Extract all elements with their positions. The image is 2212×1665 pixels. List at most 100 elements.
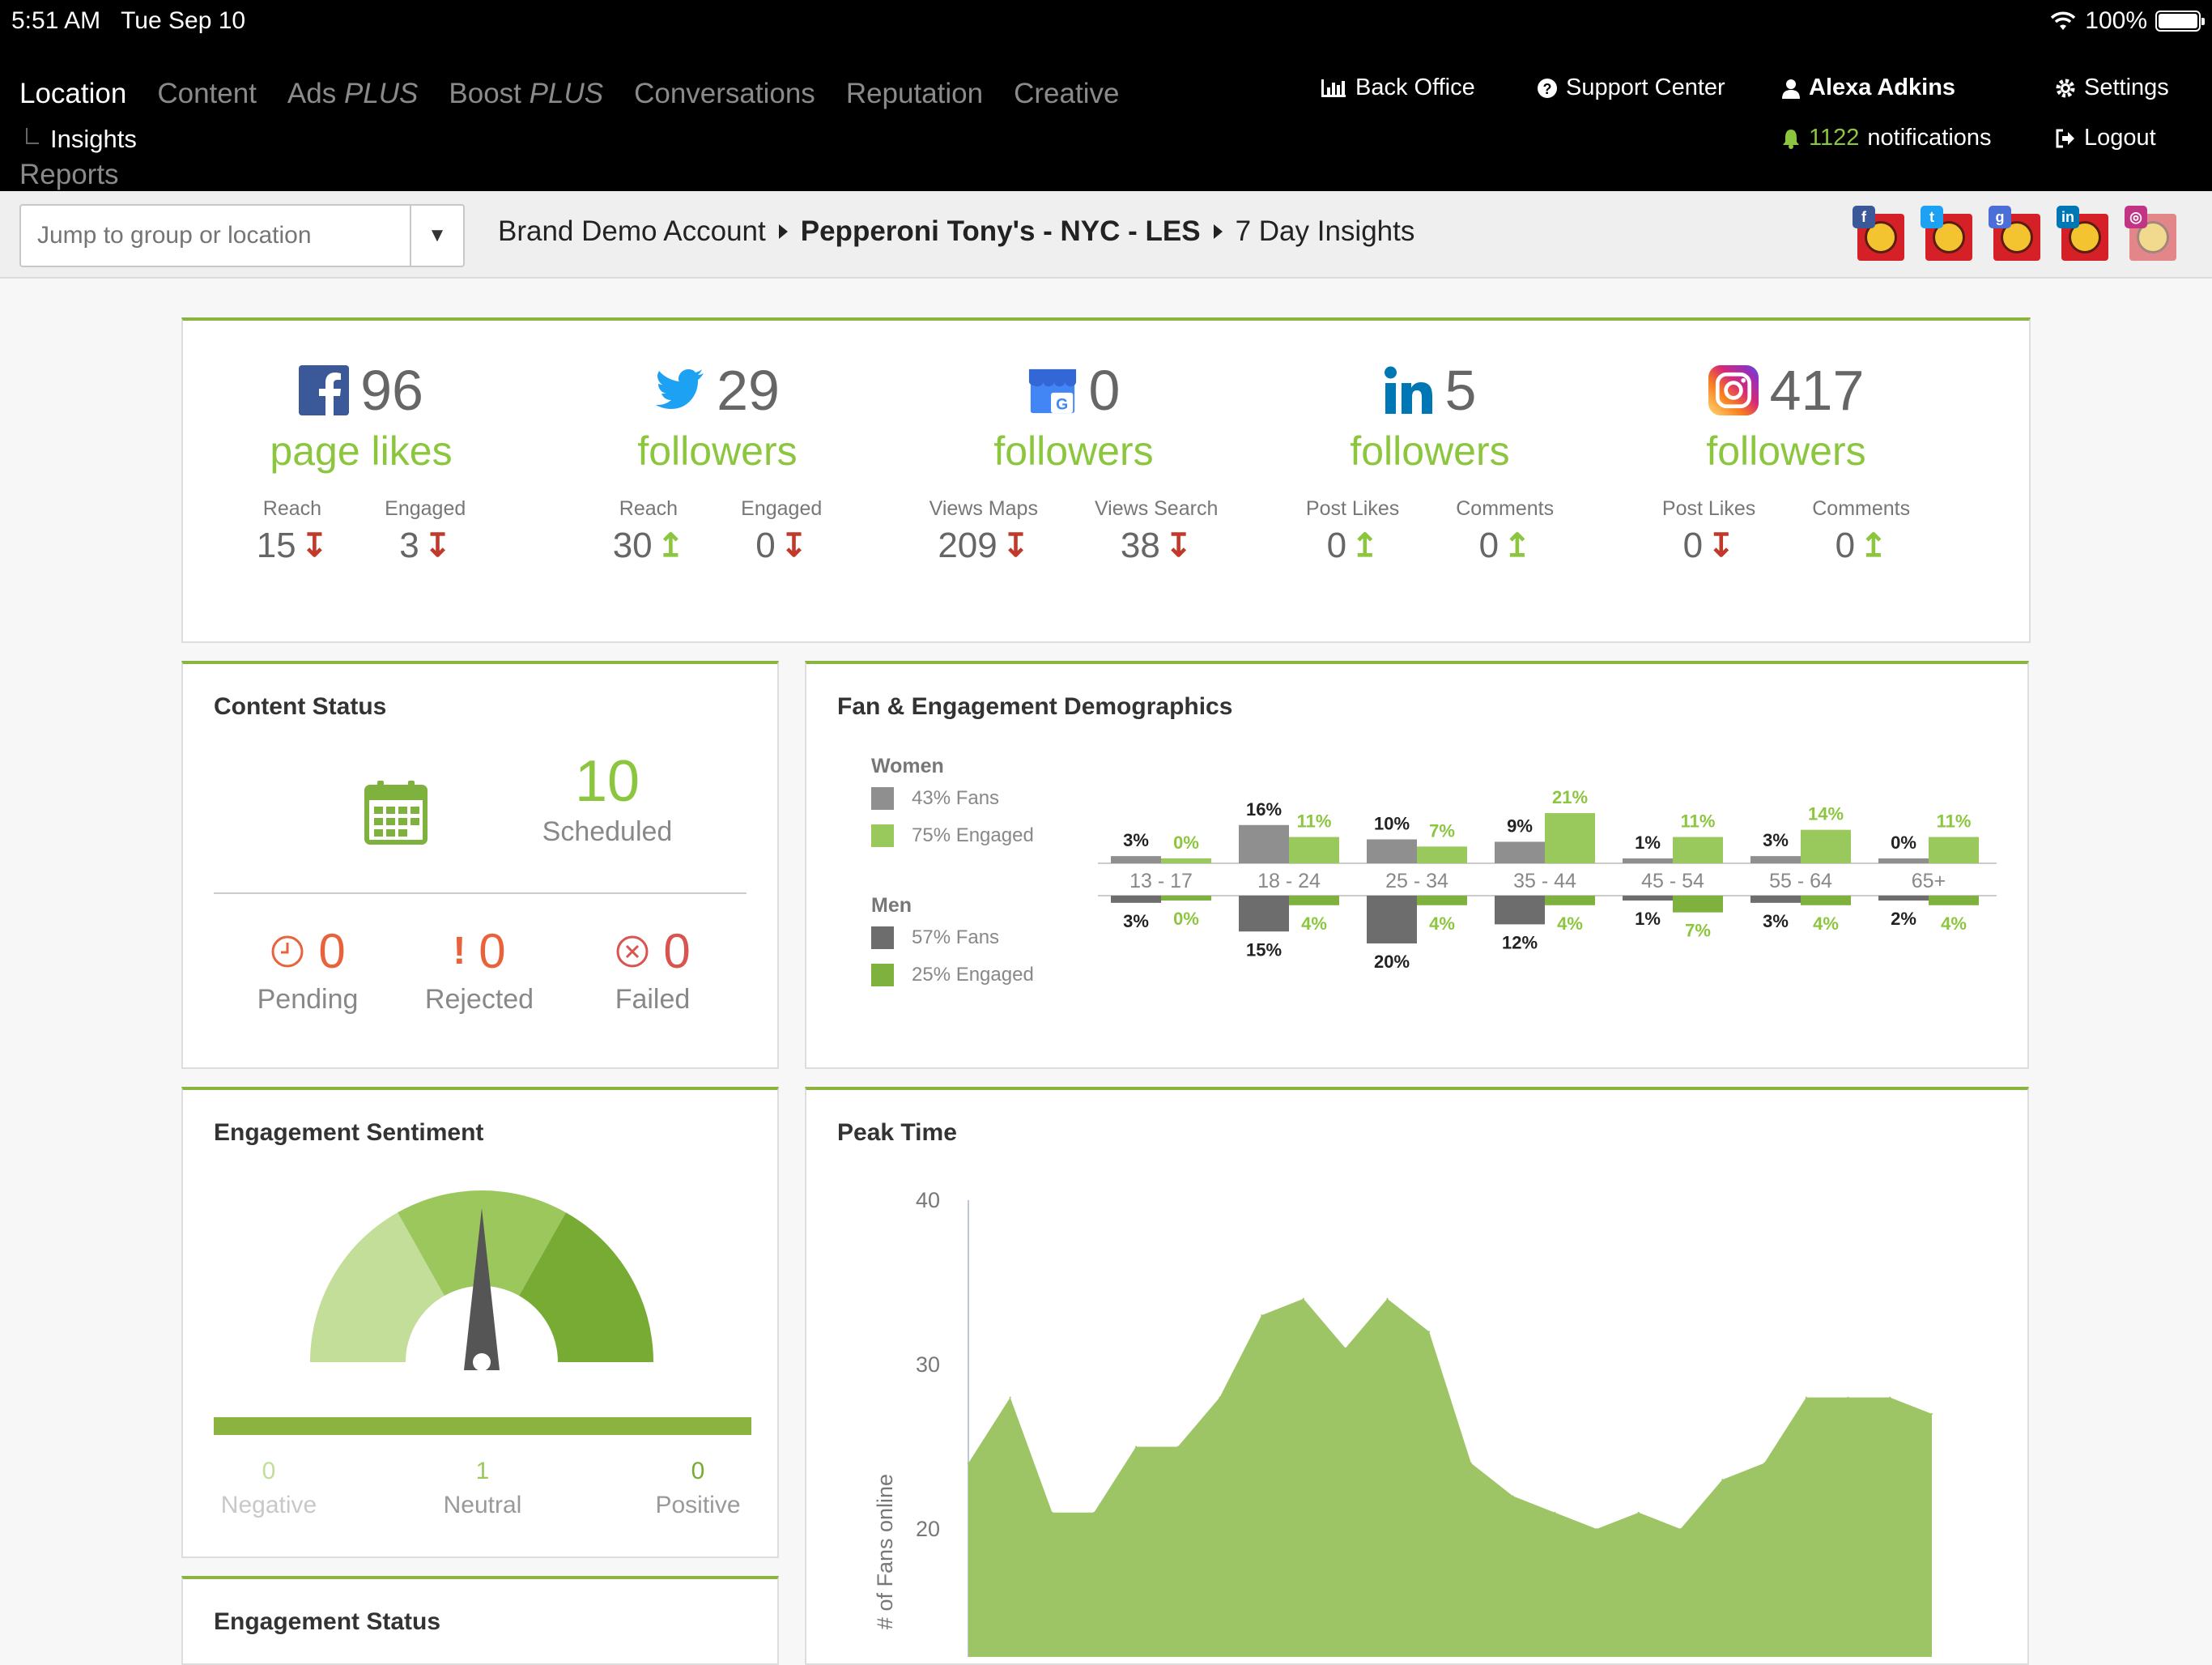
gear-icon	[2056, 79, 2075, 97]
nav-ads[interactable]: Ads PLUS	[287, 78, 419, 109]
instagram-count: 417	[1769, 359, 1865, 422]
bar-women-fans	[1367, 839, 1417, 863]
facebook-account-avatar[interactable]: f	[1853, 206, 1904, 261]
rejected-stat: ! 0 Rejected	[424, 924, 534, 1015]
peak-time-title: Peak Time	[837, 1119, 957, 1146]
twitter-stats: 29 followers Reach 30 ↥ Engaged 0 ↧	[539, 321, 895, 566]
google-account-avatar[interactable]: g	[1989, 206, 2040, 261]
engagement-sentiment-card: Engagement Sentiment 0 Negative 1 Neutra…	[181, 1087, 779, 1558]
negative-stat: 0 Negative	[220, 1458, 317, 1518]
notifications-count: 1122	[1809, 125, 1860, 151]
instagram-icon	[1708, 365, 1759, 415]
linkedin-stats: 5 followers Post Likes 0 ↥ Comments 0 ↥	[1252, 321, 1608, 566]
data-label: 3%	[1763, 911, 1789, 931]
bar-women-engaged	[1161, 858, 1211, 863]
top-navigation: Location Content Ads PLUS Boost PLUS Con…	[0, 42, 2212, 191]
arrow-down-icon: ↧	[1708, 528, 1735, 564]
legend-swatch	[871, 824, 894, 847]
arrow-up-icon: ↥	[1351, 528, 1379, 564]
nav-creative[interactable]: Creative	[1014, 78, 1120, 109]
demographics-card: Fan & Engagement Demographics Women 43% …	[805, 661, 2029, 1069]
bar-women-fans	[1495, 841, 1545, 863]
category-label: 13 - 17	[1129, 870, 1193, 892]
twitter-badge-icon: t	[1921, 206, 1943, 228]
bar-men-engaged	[1417, 896, 1467, 905]
category-label: 25 - 34	[1385, 870, 1448, 892]
data-point	[1219, 1396, 1221, 1399]
user-menu[interactable]: Alexa Adkins	[1781, 75, 1955, 101]
linkedin-comments: Comments 0 ↥	[1456, 497, 1555, 565]
data-point	[1805, 1396, 1807, 1399]
data-label: 0%	[1891, 832, 1916, 853]
nav-location[interactable]: Location	[19, 78, 127, 109]
peak-time-chart: 20 30 40 # of Fans online	[873, 1188, 1933, 1657]
y-tick-label: 30	[916, 1352, 940, 1377]
subnav-insights-label: Insights	[50, 125, 137, 153]
data-label: 14%	[1808, 804, 1844, 824]
nav-reports[interactable]: Reports	[19, 159, 119, 190]
google-count-label: followers	[993, 428, 1154, 474]
notifications-link[interactable]: 1122 notifications	[1781, 125, 1992, 151]
bar-women-engaged	[1417, 846, 1467, 863]
network-stats-card: 96 page likes Reach 15 ↧ Engaged 3 ↧ 29 foll…	[181, 317, 2031, 643]
data-label: 11%	[1937, 811, 1972, 832]
linkedin-account-avatar[interactable]: in	[2057, 206, 2108, 261]
content-status-title: Content Status	[214, 693, 387, 720]
breadcrumb-account[interactable]: Brand Demo Account	[498, 215, 766, 247]
twitter-reach: Reach 30 ↥	[612, 497, 685, 565]
subnav-insights[interactable]: Insights	[26, 125, 137, 154]
content-status-card: Content Status 10 Scheduled 0 Pending ! 0…	[181, 661, 779, 1069]
nav-boost[interactable]: Boost PLUS	[449, 78, 604, 109]
data-point	[1009, 1396, 1011, 1399]
support-center-link[interactable]: ? Support Center	[1537, 75, 1725, 101]
chevron-down-icon[interactable]: ▼	[410, 206, 463, 266]
breadcrumb-page: 7 Day Insights	[1235, 215, 1415, 247]
bar-men-fans	[1367, 896, 1417, 943]
nav-reputation[interactable]: Reputation	[845, 78, 984, 109]
jump-to-location-select[interactable]: ▼	[19, 204, 465, 267]
user-icon	[1782, 79, 1800, 99]
data-point	[1135, 1446, 1137, 1448]
bar-women-fans	[1750, 856, 1801, 863]
arrow-down-icon: ↧	[300, 528, 329, 564]
twitter-account-avatar[interactable]: t	[1921, 206, 1972, 261]
facebook-count: 96	[360, 359, 423, 422]
logout-link[interactable]: Logout	[2055, 125, 2156, 151]
bar-women-fans	[1111, 856, 1161, 863]
back-office-link[interactable]: Back Office	[1320, 75, 1475, 101]
connected-accounts: f t g in ◎	[1853, 206, 2176, 261]
settings-link[interactable]: Settings	[2055, 75, 2169, 101]
nav-content[interactable]: Content	[157, 78, 257, 109]
data-label: 1%	[1635, 832, 1661, 853]
bar-men-fans	[1111, 896, 1161, 903]
data-label: 4%	[1557, 913, 1583, 934]
instagram-count-label: followers	[1706, 428, 1866, 474]
data-point	[1051, 1511, 1053, 1514]
data-point	[1679, 1528, 1682, 1530]
data-label: 20%	[1374, 952, 1410, 972]
breadcrumb-location[interactable]: Pepperoni Tony's - NYC - LES	[800, 215, 1201, 247]
instagram-account-avatar[interactable]: ◎	[2125, 206, 2176, 261]
data-point	[1344, 1347, 1346, 1349]
data-point	[1931, 1412, 1933, 1415]
gauge-needle	[464, 1208, 500, 1371]
data-label: 7%	[1429, 820, 1455, 841]
bar-men-fans	[1750, 896, 1801, 903]
wifi-icon	[2051, 11, 2076, 30]
breadcrumb-separator-icon	[1213, 224, 1223, 239]
jump-to-location-input[interactable]	[21, 206, 410, 266]
legend-men-fans: 57% Fans	[871, 926, 999, 949]
linkedin-post-likes: Post Likes 0 ↥	[1305, 497, 1400, 565]
instagram-comments: Comments 0 ↥	[1812, 497, 1911, 565]
bar-chart-icon	[1321, 79, 1346, 97]
peak-time-card: Peak Time 20 30 40 # of Fans online	[805, 1087, 2029, 1665]
facebook-icon	[299, 365, 350, 415]
subnav-elbow-icon	[26, 128, 39, 144]
linkedin-badge-icon: in	[2057, 206, 2079, 228]
logout-icon	[2056, 129, 2074, 147]
data-label: 3%	[1763, 830, 1789, 850]
nav-conversations[interactable]: Conversations	[634, 78, 815, 109]
data-point	[1596, 1528, 1598, 1530]
twitter-icon	[655, 365, 705, 415]
ios-status-bar: 5:51 AM Tue Sep 10 100%	[0, 0, 2212, 42]
